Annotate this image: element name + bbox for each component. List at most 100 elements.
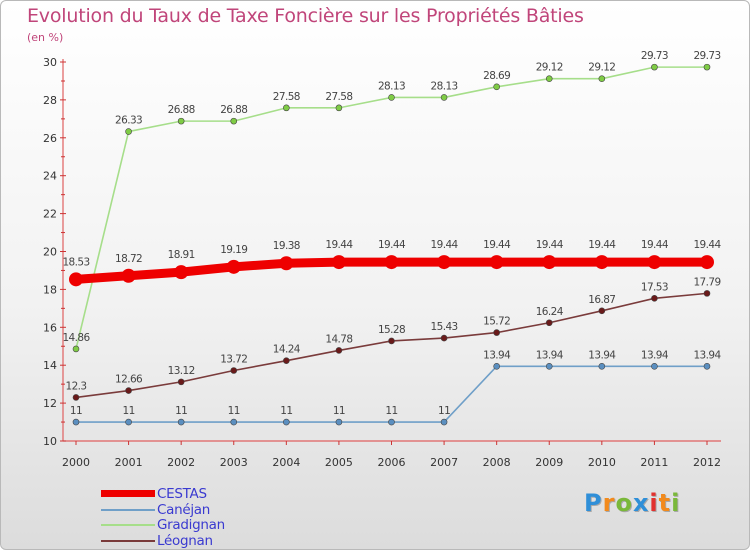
x-tick-label: 2011 xyxy=(640,456,668,469)
data-point-leognan xyxy=(545,319,553,327)
data-label-canejan: 11 xyxy=(280,405,292,417)
x-tick-label: 2005 xyxy=(325,456,353,469)
data-point-canejan xyxy=(72,418,80,426)
data-point-gradignan xyxy=(283,104,290,112)
data-label-leognan: 15.28 xyxy=(378,324,405,336)
x-tick-label: 2003 xyxy=(220,456,248,469)
data-point-cestas xyxy=(226,259,241,274)
data-label-canejan: 13.94 xyxy=(641,349,669,361)
data-point-leognan xyxy=(283,357,290,364)
data-point-cestas xyxy=(594,255,609,270)
x-tick-label: 2002 xyxy=(167,456,195,469)
data-label-leognan: 13.12 xyxy=(168,365,195,377)
data-label-cestas: 19.44 xyxy=(588,239,616,251)
y-tick-label: 10 xyxy=(43,435,57,448)
data-point-canejan xyxy=(125,418,132,426)
data-point-leognan xyxy=(230,367,238,374)
y-tick-label: 18 xyxy=(43,283,57,296)
x-tick-label: 2004 xyxy=(272,456,300,469)
data-label-gradignan: 26.33 xyxy=(115,115,142,127)
data-label-canejan: 11 xyxy=(438,405,450,417)
y-tick-label: 20 xyxy=(43,246,57,259)
data-label-leognan: 17.79 xyxy=(693,276,720,288)
data-point-canejan xyxy=(493,363,500,370)
data-label-cestas: 19.44 xyxy=(693,239,721,251)
proxiti-logo: Proxiti xyxy=(584,489,680,517)
data-point-leognan xyxy=(703,290,711,297)
data-label-gradignan: 27.58 xyxy=(273,91,300,103)
legend-swatch xyxy=(101,508,155,511)
data-label-cestas: 19.44 xyxy=(641,239,669,251)
data-label-leognan: 16.87 xyxy=(588,294,615,306)
data-point-canejan xyxy=(335,418,343,426)
data-point-cestas xyxy=(700,255,714,270)
legend-label: Canéjan xyxy=(157,501,211,518)
data-label-cestas: 18.53 xyxy=(62,256,89,268)
data-point-cestas xyxy=(489,255,504,270)
x-tick-label: 2012 xyxy=(693,456,721,469)
x-tick-label: 2006 xyxy=(378,456,406,469)
logo-letter: i xyxy=(649,489,659,517)
logo-letter: P xyxy=(584,489,603,517)
legend-label: Léognan xyxy=(157,532,213,549)
data-point-canejan xyxy=(598,363,606,370)
x-tick-label: 2010 xyxy=(588,456,616,469)
legend-label: CESTAS xyxy=(157,486,207,502)
logo-letter: r xyxy=(602,489,616,517)
data-label-gradignan: 28.13 xyxy=(431,80,458,92)
data-label-canejan: 13.94 xyxy=(483,349,511,361)
data-point-canejan xyxy=(703,363,711,370)
data-label-canejan: 13.94 xyxy=(588,349,616,361)
data-label-gradignan: 29.73 xyxy=(641,50,668,62)
logo-letter: t xyxy=(658,489,672,517)
data-label-leognan: 17.53 xyxy=(641,281,668,293)
data-point-cestas xyxy=(384,255,399,270)
data-point-cestas xyxy=(279,256,294,271)
data-label-canejan: 11 xyxy=(333,405,345,417)
data-point-leognan xyxy=(388,337,395,345)
data-label-cestas: 18.72 xyxy=(115,253,142,265)
chart-title: Evolution du Taux de Taxe Foncière sur l… xyxy=(27,5,584,27)
data-label-cestas: 19.38 xyxy=(273,240,300,252)
data-point-leognan xyxy=(493,329,500,336)
data-point-gradignan xyxy=(388,94,395,101)
data-label-canejan: 11 xyxy=(385,405,397,417)
y-tick-label: 24 xyxy=(43,170,57,183)
data-point-leognan xyxy=(335,347,343,354)
data-point-leognan xyxy=(651,295,658,302)
data-label-leognan: 15.72 xyxy=(483,316,510,328)
legend-label: Gradignan xyxy=(157,517,225,533)
data-point-canejan xyxy=(177,418,185,426)
data-point-gradignan xyxy=(230,117,238,125)
data-point-gradignan xyxy=(493,83,500,91)
data-point-leognan xyxy=(177,378,185,386)
data-label-gradignan: 28.69 xyxy=(483,70,510,82)
y-tick-label: 26 xyxy=(43,132,57,145)
data-point-cestas xyxy=(174,265,189,280)
data-point-gradignan xyxy=(125,128,132,135)
data-label-cestas: 19.44 xyxy=(431,239,459,251)
data-point-canejan xyxy=(545,363,553,370)
data-point-gradignan xyxy=(703,63,711,71)
data-point-canejan xyxy=(440,418,448,426)
data-label-canejan: 11 xyxy=(70,405,82,417)
data-label-canejan: 13.94 xyxy=(536,349,564,361)
data-point-leognan xyxy=(72,394,80,401)
data-label-leognan: 13.72 xyxy=(220,354,247,366)
logo-letter: i xyxy=(671,489,681,517)
data-label-cestas: 19.44 xyxy=(536,239,564,251)
data-label-leognan: 14.78 xyxy=(325,333,352,345)
data-label-canejan: 11 xyxy=(228,405,240,417)
series-line-leognan xyxy=(75,292,708,399)
data-label-canejan: 11 xyxy=(175,405,187,417)
data-point-cestas xyxy=(542,255,557,270)
y-tick-label: 16 xyxy=(43,321,57,334)
data-point-cestas xyxy=(331,255,346,270)
data-label-gradignan: 29.12 xyxy=(536,62,563,74)
data-label-gradignan: 26.88 xyxy=(168,104,195,116)
data-point-cestas xyxy=(69,272,83,287)
data-point-leognan xyxy=(440,334,448,342)
data-point-gradignan xyxy=(651,63,658,71)
